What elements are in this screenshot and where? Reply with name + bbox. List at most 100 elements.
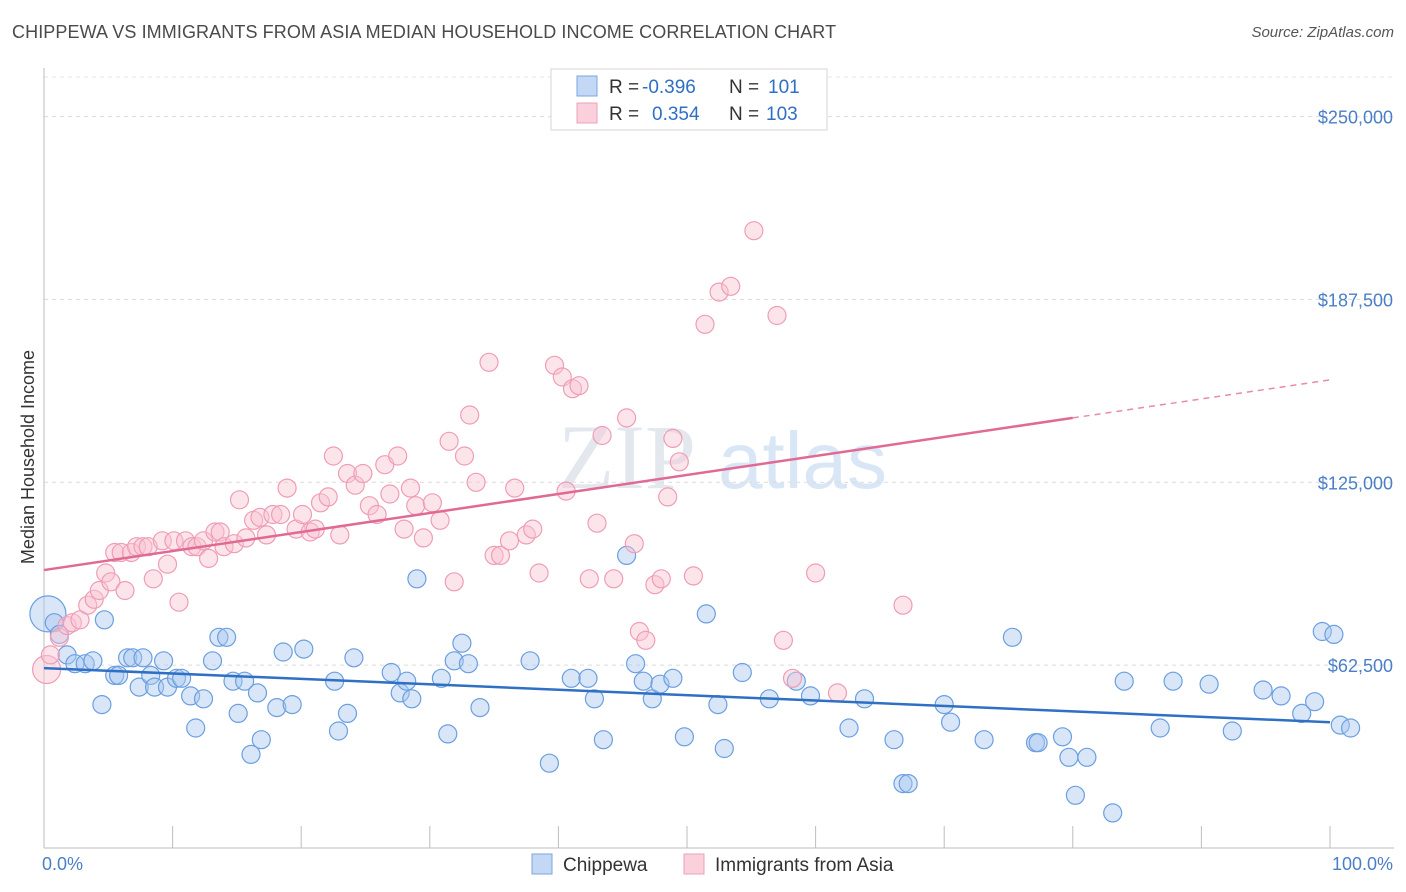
chippewa-point [129, 677, 149, 697]
asia-point [663, 428, 683, 448]
chippewa-point [94, 610, 115, 630]
asia-point [773, 630, 794, 650]
chippewa-point [708, 694, 728, 715]
asia-point [490, 545, 511, 566]
asia-point [84, 589, 104, 609]
chippewa-point [154, 651, 174, 671]
chippewa-point [584, 689, 605, 709]
chippewa-point [674, 727, 695, 747]
legend-r-label-1: R = [609, 77, 639, 98]
x-tick-label-1: 100.0% [1332, 854, 1393, 874]
asia-point [115, 580, 135, 601]
chippewa-point [663, 668, 683, 688]
asia-point [388, 446, 408, 466]
chippewa-point [578, 668, 598, 688]
chippewa-point [593, 730, 614, 750]
chippewa-point [1324, 624, 1344, 645]
asia-point [616, 408, 637, 428]
chippewa-point [29, 595, 67, 633]
chippewa-point [228, 703, 248, 724]
x-tick-label-0: 0.0% [42, 854, 83, 874]
asia-point [695, 314, 715, 334]
chippewa-point [1114, 671, 1134, 691]
asia-point [256, 525, 277, 545]
chippewa-point [839, 718, 859, 738]
asia-point [479, 352, 499, 372]
chippewa-point [92, 694, 112, 715]
trend-lines [43, 379, 1331, 724]
trend-line-asia-extension [1072, 379, 1331, 419]
asia-point [529, 563, 549, 583]
chippewa-point [1065, 785, 1086, 805]
chippewa-point [267, 697, 287, 718]
y-tick-label-3: $250,000 [1318, 108, 1393, 128]
legend-swatch-blue [576, 75, 598, 97]
asia-point [337, 463, 358, 484]
asia-point [658, 487, 678, 507]
legend-stats: R = -0.396 N = 101 R = 0.354 N = 103 [550, 68, 828, 131]
y-axis-label: Median Household Income [18, 350, 38, 564]
asia-point [263, 504, 283, 525]
y-tick-label-1: $125,000 [1318, 473, 1393, 493]
asia-point [271, 504, 291, 525]
legend-bottom-swatch-pink [683, 853, 705, 875]
chippewa-point [444, 651, 464, 671]
chippewa-point [1292, 703, 1312, 724]
trend-line-asia [43, 416, 1073, 572]
chippewa-point [1163, 671, 1183, 691]
y-tick-label-2: $187,500 [1318, 290, 1393, 310]
chippewa-point [1271, 686, 1291, 706]
legend-swatch-pink [576, 102, 598, 124]
chippewa-point [520, 651, 540, 671]
asia-point [323, 446, 343, 466]
chippewa-point [1253, 680, 1273, 700]
legend-bottom: Chippewa Immigrants from Asia [531, 853, 894, 876]
asia-point [277, 478, 297, 498]
chippewa-point [282, 694, 302, 715]
asia-point [210, 522, 230, 542]
legend-r-label-2: R = [609, 104, 639, 125]
asia-point [105, 542, 125, 563]
chippewa-point [940, 712, 961, 732]
legend-r-value-2: 0.354 [652, 104, 700, 125]
asia-point [422, 493, 442, 513]
asia-point [624, 534, 644, 554]
chippewa-point [251, 730, 271, 750]
chippewa-point [1340, 718, 1361, 738]
grid-lines [44, 76, 1394, 666]
asia-point [330, 525, 350, 545]
asia-point [587, 513, 607, 533]
chippewa-point [732, 662, 752, 683]
asia-point [767, 305, 787, 326]
chippewa-point [974, 730, 994, 750]
asia-point [353, 463, 373, 484]
chippewa-point [884, 730, 904, 750]
chippewa-point [1052, 727, 1073, 747]
chippewa-point [1304, 692, 1325, 712]
asia-point [669, 452, 689, 472]
chippewa-point [633, 671, 653, 691]
asia-point [199, 548, 219, 569]
asia-point [466, 472, 486, 492]
asia-point [683, 566, 704, 586]
chippewa-point [1002, 627, 1023, 647]
chippewa-point [209, 627, 229, 647]
chippewa-point [1312, 621, 1332, 642]
chippewa-point [1199, 674, 1219, 694]
chippewa-point [1222, 721, 1242, 741]
asia-point [49, 627, 70, 647]
chippewa-point [83, 651, 103, 671]
chippewa-point [1059, 747, 1079, 767]
chippewa-point [123, 648, 143, 668]
chippewa-point [202, 651, 223, 671]
legend-n-label-1: N = [729, 77, 759, 98]
chippewa-point [402, 689, 422, 709]
asia-point [636, 630, 656, 650]
chippewa-point [431, 668, 451, 688]
legend-n-value-2: 103 [766, 104, 798, 125]
asia-point [604, 569, 624, 589]
asia-point [413, 528, 433, 548]
chippewa-point [75, 654, 95, 674]
asia-point [400, 478, 421, 498]
y-tick-labels: $62,500 $125,000 $187,500 $250,000 [1318, 108, 1393, 677]
